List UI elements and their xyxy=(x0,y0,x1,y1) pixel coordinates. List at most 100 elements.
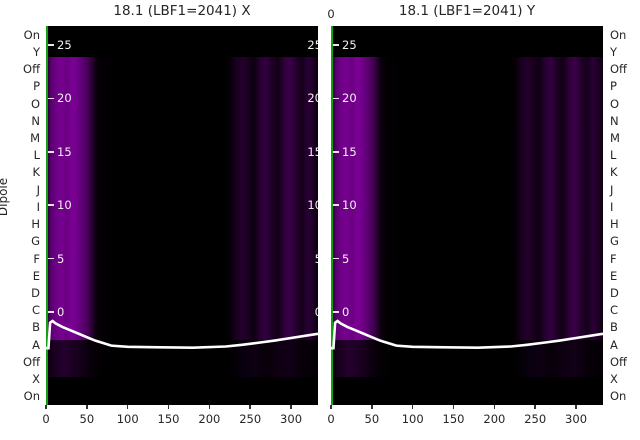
category-tick-label-right-o-4: O xyxy=(610,96,620,111)
category-tick-label-left-off-19: Off xyxy=(23,354,40,369)
category-tick-label-left-o-4: O xyxy=(30,96,40,111)
inner-y-tick-label-mirrored-left-20: 20 xyxy=(307,91,318,106)
inner-y-tick-label-right-20: 20 xyxy=(342,91,357,106)
category-tick-label-left-off-2: Off xyxy=(23,62,40,77)
inner-y-tick-left-20 xyxy=(48,97,54,100)
left-edge-marker xyxy=(46,26,48,405)
inner-y-tick-label-left-20: 20 xyxy=(57,91,72,106)
inner-y-tick-label-right-5: 5 xyxy=(342,251,350,266)
inner-y-tick-left-25 xyxy=(48,44,54,46)
inner-y-tick-left-10 xyxy=(48,204,54,206)
inner-y-tick-label-right-25: 25 xyxy=(342,38,357,52)
category-tick-label-right-p-3: P xyxy=(610,79,617,94)
inner-y-tick-label-right-10: 10 xyxy=(342,198,357,213)
category-tick-label-left-i-10: I xyxy=(36,199,40,214)
category-tick-label-left-b-17: B xyxy=(32,320,40,335)
x-axis-left-overflow-tick-label: 0 xyxy=(327,7,335,21)
inner-y-tick-label-mirrored-left-15: 15 xyxy=(307,144,318,159)
category-tick-label-right-f-13: F xyxy=(610,251,617,266)
plot-area-right[interactable]: 0 5 10 15 20 25 xyxy=(331,26,603,405)
inner-y-tick-label-mirrored-left-5: 5 xyxy=(315,252,318,266)
category-tick-label-right-x-20: X xyxy=(610,372,618,387)
category-tick-label-left-p-3: P xyxy=(33,79,40,94)
category-tick-label-right-k-8: K xyxy=(610,165,618,180)
x-tick-label-left-200: 200 xyxy=(198,412,221,426)
panel-title-left: 18.1 (LBF1=2041) X xyxy=(113,3,251,19)
inner-y-tick-right-25 xyxy=(333,44,339,46)
x-tick-label-left-50: 50 xyxy=(79,412,95,426)
heatmap-top-row xyxy=(331,26,603,58)
category-tick-label-right-e-14: E xyxy=(610,268,618,283)
heatmap-left xyxy=(46,26,318,405)
x-tick-right-200 xyxy=(493,405,496,409)
category-tick-label-left-on-0: On xyxy=(23,27,40,42)
x-tick-right-250 xyxy=(534,405,536,409)
x-tick-label-right-50: 50 xyxy=(364,412,380,426)
x-tick-label-right-150: 150 xyxy=(442,412,465,426)
inner-y-tick-right-15 xyxy=(333,151,339,153)
heatmap-right xyxy=(331,26,603,405)
heatmap-body xyxy=(46,57,318,340)
category-tick-label-right-c-16: C xyxy=(610,303,619,318)
x-tick-right-300 xyxy=(575,405,577,409)
category-tick-label-right-i-10: I xyxy=(610,199,614,214)
x-axis-right: 0 50 100 150 200 250 300 xyxy=(327,405,603,439)
category-tick-label-right-b-17: B xyxy=(610,320,618,335)
category-tick-label-right-on-0: On xyxy=(610,27,627,42)
heatmap-top-row xyxy=(46,26,318,58)
inner-y-tick-label-left-10: 10 xyxy=(57,198,72,213)
category-tick-label-left-f-13: F xyxy=(33,251,40,266)
x-tick-label-left-0: 0 xyxy=(42,412,50,426)
x-tick-left-50 xyxy=(86,405,88,409)
inner-y-tick-right-10 xyxy=(333,204,339,206)
category-tick-label-right-h-11: H xyxy=(610,217,619,232)
x-tick-left-100 xyxy=(126,405,129,409)
category-tick-label-left-x-20: X xyxy=(32,372,40,387)
x-tick-label-right-0: 0 xyxy=(327,412,335,426)
x-tick-left-0 xyxy=(45,405,47,409)
category-tick-label-right-y-1: Y xyxy=(610,44,618,59)
inner-y-tick-label-mirrored-left-10: 10 xyxy=(307,198,318,213)
x-tick-label-left-100: 100 xyxy=(116,412,139,426)
inner-y-tick-label-right-0: 0 xyxy=(342,305,350,319)
inner-y-tick-right-5 xyxy=(333,257,339,260)
x-tick-left-200 xyxy=(208,405,211,409)
left-edge-marker xyxy=(331,26,333,405)
x-tick-label-right-250: 250 xyxy=(524,412,547,426)
category-tick-label-left-on-21: On xyxy=(23,389,40,404)
category-axis-right: On Y Off P O N M L K J I H G F E D C B A Off X On xyxy=(606,26,640,405)
category-tick-label-right-on-21: On xyxy=(610,389,627,404)
inner-y-tick-label-mirrored-left-25: 25 xyxy=(307,38,318,52)
inner-y-tick-label-left-0: 0 xyxy=(57,305,65,319)
category-tick-label-right-m-6: M xyxy=(610,130,620,145)
category-tick-label-left-g-12: G xyxy=(31,234,40,249)
x-tick-label-left-300: 300 xyxy=(280,412,303,426)
category-tick-label-right-j-9: J xyxy=(610,182,614,197)
category-tick-label-left-n-5: N xyxy=(31,113,40,128)
panel-title-right: 18.1 (LBF1=2041) Y xyxy=(398,3,536,19)
x-tick-label-left-250: 250 xyxy=(239,412,262,426)
category-tick-label-left-l-7: L xyxy=(33,148,40,163)
category-tick-label-right-n-5: N xyxy=(610,113,619,128)
category-tick-label-left-c-16: C xyxy=(31,303,40,318)
x-tick-label-right-300: 300 xyxy=(565,412,588,426)
heatmap-body xyxy=(331,57,603,340)
inner-y-tick-label-left-15: 15 xyxy=(57,144,72,159)
category-tick-label-right-off-19: Off xyxy=(610,354,627,369)
x-tick-right-100 xyxy=(411,405,414,409)
category-tick-label-right-d-15: D xyxy=(610,286,619,301)
category-axis-left: On Y Off P O N M L K J I H G F E D C B A Off X On xyxy=(0,26,44,405)
inner-y-tick-left-5 xyxy=(48,257,54,260)
x-tick-right-150 xyxy=(452,405,455,409)
x-tick-label-right-200: 200 xyxy=(483,412,506,426)
inner-y-tick-left-15 xyxy=(48,151,54,153)
inner-y-tick-label-left-5: 5 xyxy=(57,251,65,266)
inner-y-tick-left-0 xyxy=(48,311,54,313)
category-tick-label-left-m-6: M xyxy=(30,130,40,145)
x-tick-right-0 xyxy=(330,405,332,409)
inner-y-tick-label-left-25: 25 xyxy=(57,38,72,52)
category-tick-label-left-y-1: Y xyxy=(32,44,40,59)
category-tick-label-right-a-18: A xyxy=(610,337,618,352)
plot-area-left[interactable]: 0 5 10 15 20 25 0 5 10 15 20 25 xyxy=(46,26,318,405)
